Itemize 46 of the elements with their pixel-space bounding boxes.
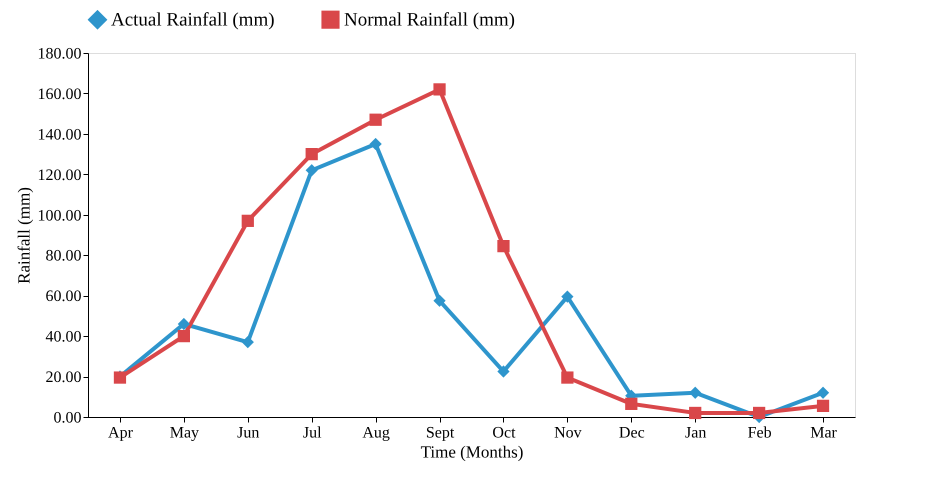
x-tick-label: Dec: [618, 424, 645, 442]
point: [433, 83, 446, 96]
y-tick-label: 40.00: [46, 328, 82, 346]
point: [561, 290, 574, 303]
point: [561, 371, 574, 384]
point: [306, 148, 318, 160]
point: [497, 365, 510, 378]
x-tick-label: May: [170, 424, 200, 442]
point: [370, 138, 382, 150]
x-axis-title: Time (Months): [420, 442, 524, 462]
point: [306, 164, 318, 176]
x-tick-label: Nov: [554, 424, 582, 442]
y-axis-title: Rainfall (mm): [14, 187, 34, 284]
x-tick-label: Mar: [810, 424, 838, 442]
y-tick-label: 20.00: [46, 369, 82, 386]
legend-label: Actual Rainfall (mm): [111, 10, 275, 31]
y-tick-label: 80.00: [46, 248, 82, 265]
point: [433, 294, 446, 307]
x-tick-label: Jun: [237, 424, 260, 442]
point: [370, 114, 382, 126]
point: [816, 400, 830, 412]
y-tick-label: 160.00: [38, 86, 82, 103]
point: [178, 330, 190, 342]
legend-label: Normal Rainfall (mm): [344, 10, 515, 31]
point: [816, 386, 830, 399]
point: [689, 406, 702, 420]
y-tick-label: 120.00: [38, 166, 82, 184]
point: [497, 240, 510, 252]
x-tick-label: Feb: [748, 424, 772, 442]
x-tick-label: Apr: [108, 424, 134, 442]
x-tick-label: Sept: [426, 424, 455, 442]
point: [753, 406, 766, 420]
x-tick-label: Jul: [302, 424, 322, 442]
point: [689, 386, 702, 399]
x-tick-label: Oct: [492, 424, 516, 442]
point: [242, 336, 254, 348]
point: [178, 318, 190, 330]
y-tick-label: 140.00: [38, 126, 82, 144]
y-tick-label: 100.00: [38, 207, 82, 224]
y-tick-label: 180.00: [38, 46, 82, 62]
point: [625, 398, 638, 410]
point: [242, 214, 254, 227]
x-tick-label: Jan: [685, 424, 706, 442]
y-tick-label: 0.00: [54, 410, 82, 426]
x-tick-label: Aug: [362, 424, 390, 442]
y-tick-label: 60.00: [46, 288, 82, 306]
